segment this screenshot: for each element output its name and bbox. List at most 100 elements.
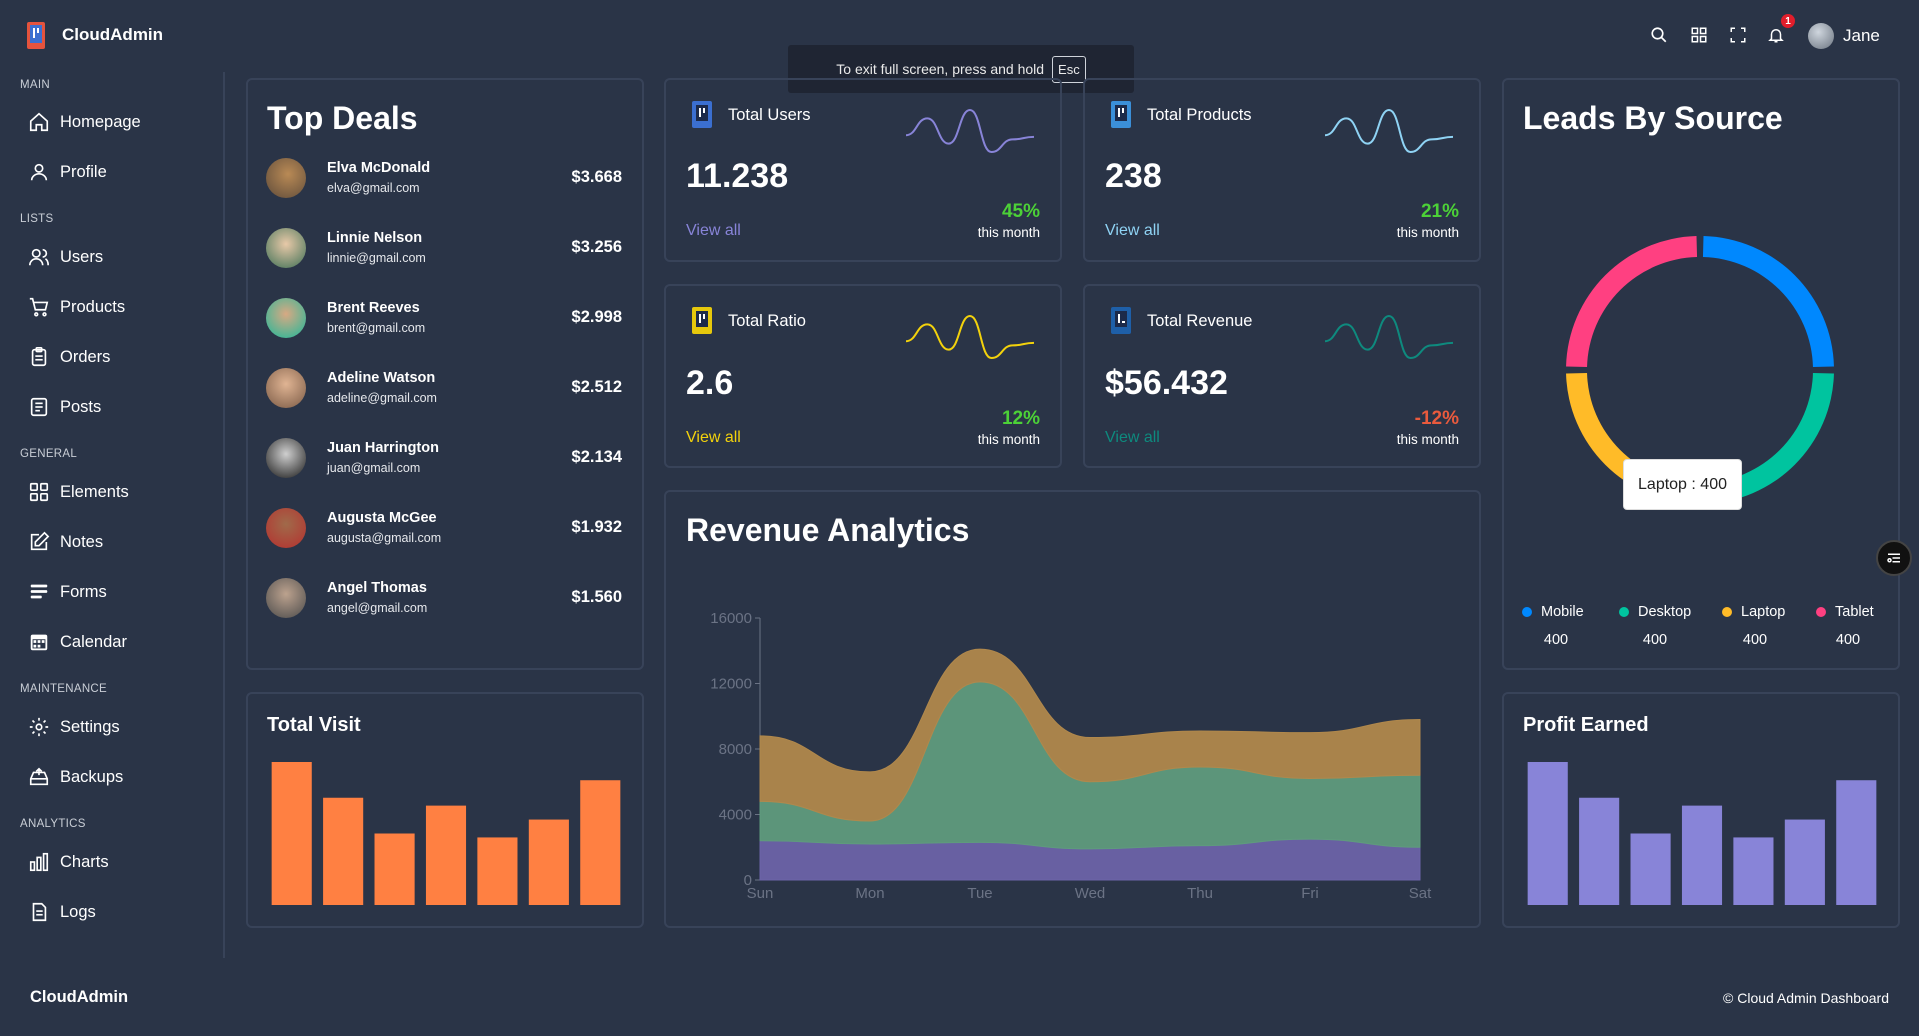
deal-amount: $1.560: [571, 588, 622, 606]
bar[interactable]: [425, 805, 467, 905]
legend-mobile[interactable]: Mobile: [1522, 604, 1584, 620]
deal-row[interactable]: Linnie Nelson linnie@gmail.com $3.256: [266, 228, 626, 268]
sidebar-item-products[interactable]: Products: [28, 292, 125, 322]
pie-slice-tablet[interactable]: [1566, 236, 1698, 368]
sidebar-item-profile[interactable]: Profile: [28, 157, 107, 187]
sidebar-item-label: Posts: [60, 397, 102, 416]
bar[interactable]: [580, 780, 621, 905]
bar[interactable]: [271, 762, 312, 905]
stat-value: $56.432: [1105, 364, 1228, 402]
deal-row[interactable]: Brent Reeves brent@gmail.com $2.998: [266, 298, 626, 338]
sidebar-item-label: Profile: [60, 162, 107, 181]
sidebar-group-main: MAIN: [20, 79, 50, 91]
sidebar-item-notes[interactable]: Notes: [28, 527, 103, 557]
chart-icon: [29, 852, 49, 872]
bell-icon[interactable]: [1765, 24, 1787, 46]
bar[interactable]: [1527, 762, 1568, 905]
deal-name: Angel Thomas: [327, 580, 427, 596]
users-stat-icon: [692, 101, 712, 128]
bar[interactable]: [1836, 780, 1877, 905]
x-tick-label: Tue: [967, 885, 992, 902]
user-name[interactable]: Jane: [1843, 26, 1880, 45]
leads-title: Leads By Source: [1523, 100, 1783, 136]
bar[interactable]: [477, 837, 518, 905]
sparkline-path: [1324, 314, 1454, 360]
x-tick-label: Fri: [1301, 885, 1319, 902]
view-all-link[interactable]: View all: [1105, 429, 1160, 446]
sidebar-item-elements[interactable]: Elements: [28, 477, 129, 507]
legend-desktop[interactable]: Desktop: [1619, 604, 1691, 620]
stat-value: 238: [1105, 157, 1162, 195]
stat-period: this month: [977, 225, 1040, 240]
user-avatar[interactable]: [1808, 23, 1834, 49]
stat-card-products: [1083, 78, 1481, 262]
y-tick-label: 16000: [710, 610, 752, 627]
sidebar-item-calendar[interactable]: Calendar: [28, 627, 127, 657]
profit-bar-chart: [1527, 762, 1877, 906]
deal-name: Elva McDonald: [327, 160, 431, 176]
backup-icon: [29, 767, 49, 786]
avatar: [266, 578, 306, 618]
sidebar-item-posts[interactable]: Posts: [28, 392, 101, 422]
filter-fab-button[interactable]: [1876, 540, 1912, 576]
bar[interactable]: [1784, 819, 1825, 905]
sparkline-path: [905, 314, 1035, 360]
stat-period: this month: [1396, 432, 1459, 447]
legend-value: 400: [1835, 632, 1861, 648]
legend-value: 400: [1642, 632, 1668, 648]
home-icon: [29, 112, 49, 132]
clipboard-icon: [31, 347, 47, 367]
stat-title: Total Revenue: [1147, 312, 1253, 330]
y-tick-label: 4000: [719, 807, 752, 824]
deal-row[interactable]: Elva McDonald elva@gmail.com $3.668: [266, 158, 626, 198]
deal-amount: $1.932: [571, 518, 622, 536]
fullscreen-icon[interactable]: [1727, 24, 1749, 46]
sidebar-item-charts[interactable]: Charts: [28, 847, 109, 877]
bar[interactable]: [1579, 797, 1620, 905]
esc-key: Esc: [1052, 55, 1086, 83]
deal-email: elva@gmail.com: [327, 181, 420, 195]
sidebar-item-label: Users: [60, 247, 104, 266]
deal-row[interactable]: Angel Thomas angel@gmail.com $1.560: [266, 578, 626, 618]
view-all-link[interactable]: View all: [1105, 222, 1160, 239]
area-series-top[interactable]: [759, 648, 1421, 822]
deal-amount: $3.256: [571, 238, 622, 256]
stat-title: Total Users: [728, 106, 811, 124]
avatar: [266, 158, 306, 198]
sidebar-item-label: Homepage: [60, 112, 141, 131]
stat-value: 2.6: [686, 364, 734, 402]
bar[interactable]: [323, 797, 364, 905]
users-sparkline: [905, 108, 1035, 154]
sidebar-item-forms[interactable]: Forms: [28, 577, 107, 607]
deal-row[interactable]: Adeline Watson adeline@gmail.com $2.512: [266, 368, 626, 408]
sidebar-item-logs[interactable]: Logs: [28, 897, 96, 927]
view-all-link[interactable]: View all: [686, 429, 741, 446]
deal-row[interactable]: Juan Harrington juan@gmail.com $2.134: [266, 438, 626, 478]
legend-label: Desktop: [1638, 604, 1692, 620]
bar[interactable]: [374, 833, 415, 906]
legend-value: 400: [1543, 632, 1569, 648]
posts-icon: [30, 397, 48, 417]
view-all-link[interactable]: View all: [686, 222, 741, 239]
legend-label: Tablet: [1835, 604, 1874, 620]
stat-card-ratio: [664, 284, 1062, 468]
sidebar-item-homepage[interactable]: Homepage: [28, 107, 141, 137]
chart-tooltip: Laptop : 400: [1623, 459, 1742, 510]
sidebar-item-orders[interactable]: Orders: [28, 342, 110, 372]
legend-tablet[interactable]: Tablet: [1816, 604, 1874, 620]
pie-slice-mobile[interactable]: [1702, 236, 1834, 368]
stat-value: 11.238: [686, 157, 789, 195]
legend-laptop[interactable]: Laptop: [1722, 604, 1785, 620]
sidebar-item-users[interactable]: Users: [28, 242, 103, 272]
bar[interactable]: [528, 819, 569, 905]
sidebar-item-label: Backups: [60, 767, 124, 786]
sidebar-item-backups[interactable]: Backups: [28, 762, 123, 792]
sidebar-item-settings[interactable]: Settings: [28, 712, 120, 742]
bar[interactable]: [1630, 833, 1671, 906]
search-icon[interactable]: [1648, 24, 1670, 46]
revenue-analytics-card: Revenue Analytics: [664, 490, 1481, 928]
deal-row[interactable]: Augusta McGee augusta@gmail.com $1.932: [266, 508, 626, 548]
apps-icon[interactable]: [1688, 24, 1710, 46]
bar[interactable]: [1681, 805, 1723, 905]
bar[interactable]: [1733, 837, 1774, 905]
